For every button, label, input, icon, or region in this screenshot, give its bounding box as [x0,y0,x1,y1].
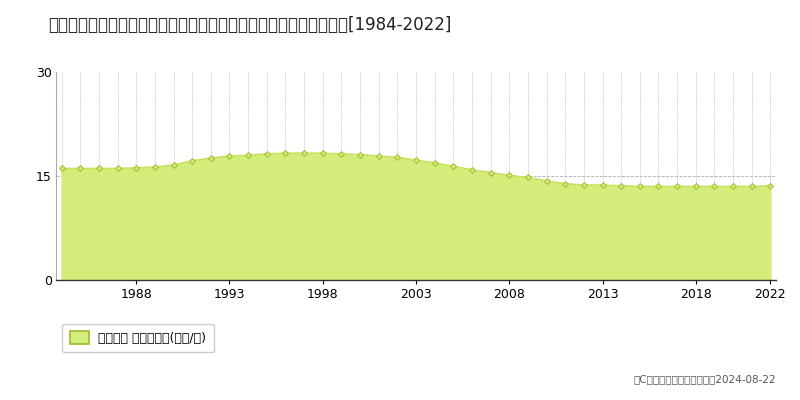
Text: 大分県別府市大字鶴見字タタラ１８７８番７　地価公示　地価推移[1984-2022]: 大分県別府市大字鶴見字タタラ１８７８番７ 地価公示 地価推移[1984-2022… [48,16,451,34]
Legend: 地価公示 平均坪単価(万円/坪): 地価公示 平均坪単価(万円/坪) [62,324,214,352]
Text: （C）土地価格ドットコム　2024-08-22: （C）土地価格ドットコム 2024-08-22 [634,374,776,384]
